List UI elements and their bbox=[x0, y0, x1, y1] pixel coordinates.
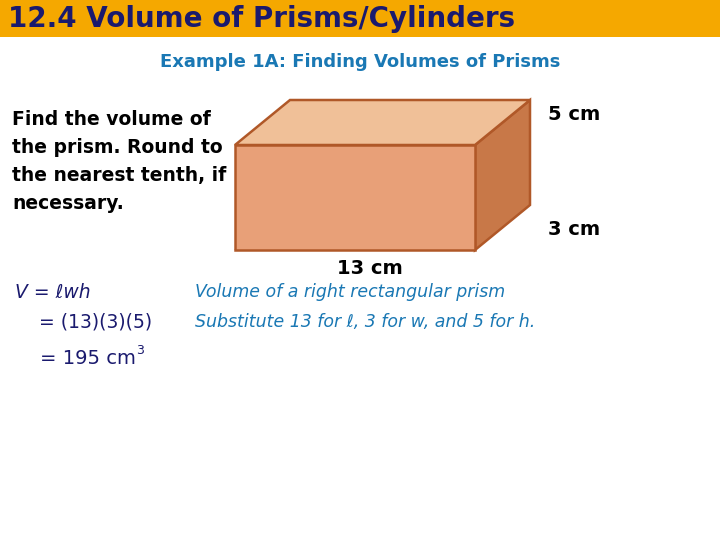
Text: V = ℓwh: V = ℓwh bbox=[15, 282, 91, 301]
Text: 3: 3 bbox=[136, 343, 144, 356]
Text: 13 cm: 13 cm bbox=[337, 259, 403, 278]
Text: Substitute 13 for ℓ, 3 for w, and 5 for h.: Substitute 13 for ℓ, 3 for w, and 5 for … bbox=[195, 313, 535, 331]
Polygon shape bbox=[475, 100, 530, 250]
Text: Example 1A: Finding Volumes of Prisms: Example 1A: Finding Volumes of Prisms bbox=[160, 53, 560, 71]
Text: Volume of a right rectangular prism: Volume of a right rectangular prism bbox=[195, 283, 505, 301]
Polygon shape bbox=[235, 145, 475, 250]
FancyBboxPatch shape bbox=[0, 0, 720, 37]
Polygon shape bbox=[235, 100, 530, 145]
Text: = (13)(3)(5): = (13)(3)(5) bbox=[15, 313, 152, 332]
Text: = 195 cm: = 195 cm bbox=[15, 348, 136, 368]
Text: 12.4 Volume of Prisms/Cylinders: 12.4 Volume of Prisms/Cylinders bbox=[8, 5, 515, 33]
Text: Find the volume of
the prism. Round to
the nearest tenth, if
necessary.: Find the volume of the prism. Round to t… bbox=[12, 110, 226, 213]
Text: 3 cm: 3 cm bbox=[548, 220, 600, 239]
Text: 5 cm: 5 cm bbox=[548, 105, 600, 124]
